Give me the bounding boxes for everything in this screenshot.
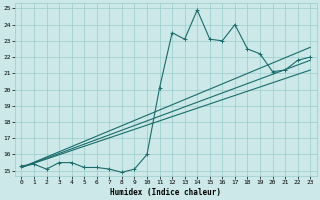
X-axis label: Humidex (Indice chaleur): Humidex (Indice chaleur) — [110, 188, 221, 197]
